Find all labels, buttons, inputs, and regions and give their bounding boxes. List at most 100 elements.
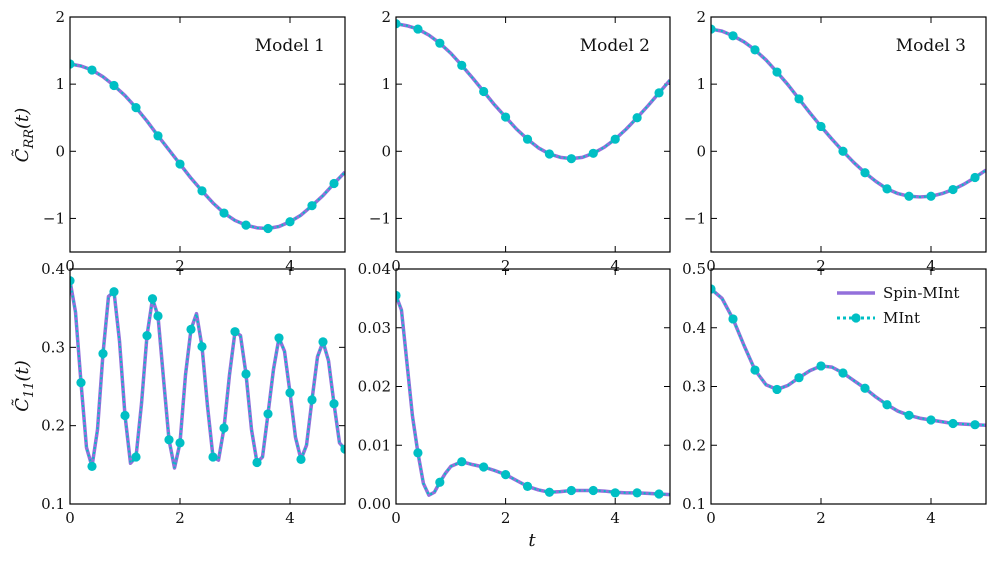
mint-point — [816, 361, 826, 371]
panel-title: Model 1 — [255, 36, 325, 56]
mint-point — [87, 461, 97, 471]
x-tick-label: 4 — [610, 509, 620, 527]
axes-frame — [710, 16, 987, 253]
mint-point — [566, 485, 576, 496]
panel-2: 0 2 4 −1 0 1 2 Model 2 — [369, 8, 671, 275]
mint-point — [329, 178, 339, 189]
mint-point — [610, 488, 620, 498]
series-line-spin-mint — [396, 294, 670, 497]
y-tick-label: 0.00 — [358, 495, 391, 513]
mint-point — [109, 287, 119, 297]
y-tick-label: 0.04 — [358, 260, 391, 278]
mint-point — [794, 94, 804, 104]
mint-point — [413, 448, 423, 458]
y-tick-label: 1 — [696, 75, 706, 93]
y-tick-label: 0.01 — [358, 436, 391, 454]
x-tick-label: 2 — [175, 257, 185, 275]
mint-point — [435, 38, 445, 48]
mint-point — [263, 223, 273, 234]
mint-point — [522, 134, 533, 144]
mint-point — [87, 65, 97, 75]
mint-point — [750, 365, 760, 375]
y-tick-label: 2 — [696, 8, 706, 26]
mint-point — [435, 477, 445, 487]
series-line-spin-mint — [711, 287, 986, 428]
y-tick-label: 0.1 — [41, 495, 65, 513]
mint-point — [750, 45, 760, 55]
mint-point — [219, 208, 229, 218]
panel-5: 0 2 4 0.00 0.01 0.02 0.03 0.04 — [358, 260, 671, 527]
x-tick-label: 0 — [65, 257, 75, 275]
mint-point — [285, 388, 295, 398]
mint-point — [197, 341, 207, 352]
y-tick-label: −1 — [43, 209, 65, 227]
mint-point — [772, 67, 782, 77]
xlabel: t — [528, 530, 536, 551]
mint-point — [479, 86, 489, 97]
mint-point — [175, 438, 185, 448]
mint-point — [413, 24, 423, 34]
mint-point — [285, 217, 295, 227]
y-tick-label: 0.2 — [682, 436, 706, 454]
y-tick-label: 0.02 — [358, 378, 391, 396]
y-tick-label: 0.4 — [682, 319, 706, 337]
mint-point — [926, 415, 936, 425]
mint-point — [241, 369, 251, 379]
x-tick-label: 2 — [501, 257, 511, 275]
x-tick-label: 2 — [816, 257, 826, 275]
mint-point — [70, 59, 75, 69]
y-tick-label: 2 — [381, 8, 391, 26]
mint-point — [219, 423, 229, 433]
mint-point — [544, 487, 555, 497]
mint-point — [296, 454, 306, 464]
y-tick-label: 0.2 — [41, 417, 65, 435]
y-tick-label: 0.03 — [358, 319, 391, 337]
legend-marker-mint — [851, 313, 861, 323]
mint-point — [882, 184, 892, 194]
panel-3: 0 2 4 −1 0 1 2 Model 3 — [684, 8, 987, 275]
x-tick-label: 0 — [391, 509, 401, 527]
y-tick-label: 0.3 — [41, 338, 65, 356]
y-tick-label: 2 — [55, 8, 65, 26]
mint-point — [501, 470, 511, 480]
panel-4: 0 2 4 0.1 0.2 0.3 0.4 — [41, 260, 346, 527]
series-line-mint — [70, 280, 345, 469]
mint-point — [566, 154, 576, 164]
ylabel-bottom-row: C̃11(t) — [11, 360, 37, 412]
legend-label-mint: MInt — [883, 309, 920, 327]
mint-point — [948, 184, 958, 195]
mint-point — [208, 452, 218, 462]
y-tick-label: 0.3 — [682, 378, 706, 396]
mint-point — [588, 485, 598, 496]
axes-frame — [710, 268, 987, 505]
axes-frame — [395, 268, 671, 505]
y-tick-label: 0.1 — [682, 495, 706, 513]
y-tick-label: −1 — [369, 209, 391, 227]
y-tick-label: 0 — [381, 142, 391, 160]
mint-point — [153, 131, 163, 141]
panel-title: Model 2 — [580, 36, 650, 56]
mint-point — [711, 284, 716, 294]
mint-point — [860, 168, 870, 178]
mint-point — [926, 191, 936, 201]
legend-label-spin-mint: Spin-MInt — [883, 284, 959, 302]
y-tick-label: 0 — [55, 142, 65, 160]
y-tick-label: 1 — [55, 75, 65, 93]
mint-point — [610, 134, 620, 144]
mint-point — [274, 333, 284, 343]
mint-point — [396, 19, 401, 29]
axes-frame — [69, 16, 346, 253]
mint-point — [131, 103, 141, 113]
mint-point — [948, 418, 958, 429]
y-tick-label: 0.4 — [41, 260, 65, 278]
mint-point — [632, 488, 642, 498]
legend: Spin-MInt MInt — [837, 284, 959, 327]
mint-point — [307, 395, 317, 405]
mint-point — [838, 368, 848, 378]
mint-point — [263, 409, 273, 419]
mint-point — [654, 489, 664, 499]
mint-point — [654, 88, 664, 98]
mint-point — [816, 121, 826, 132]
mint-point — [98, 349, 108, 359]
x-tick-label: 4 — [285, 257, 295, 275]
